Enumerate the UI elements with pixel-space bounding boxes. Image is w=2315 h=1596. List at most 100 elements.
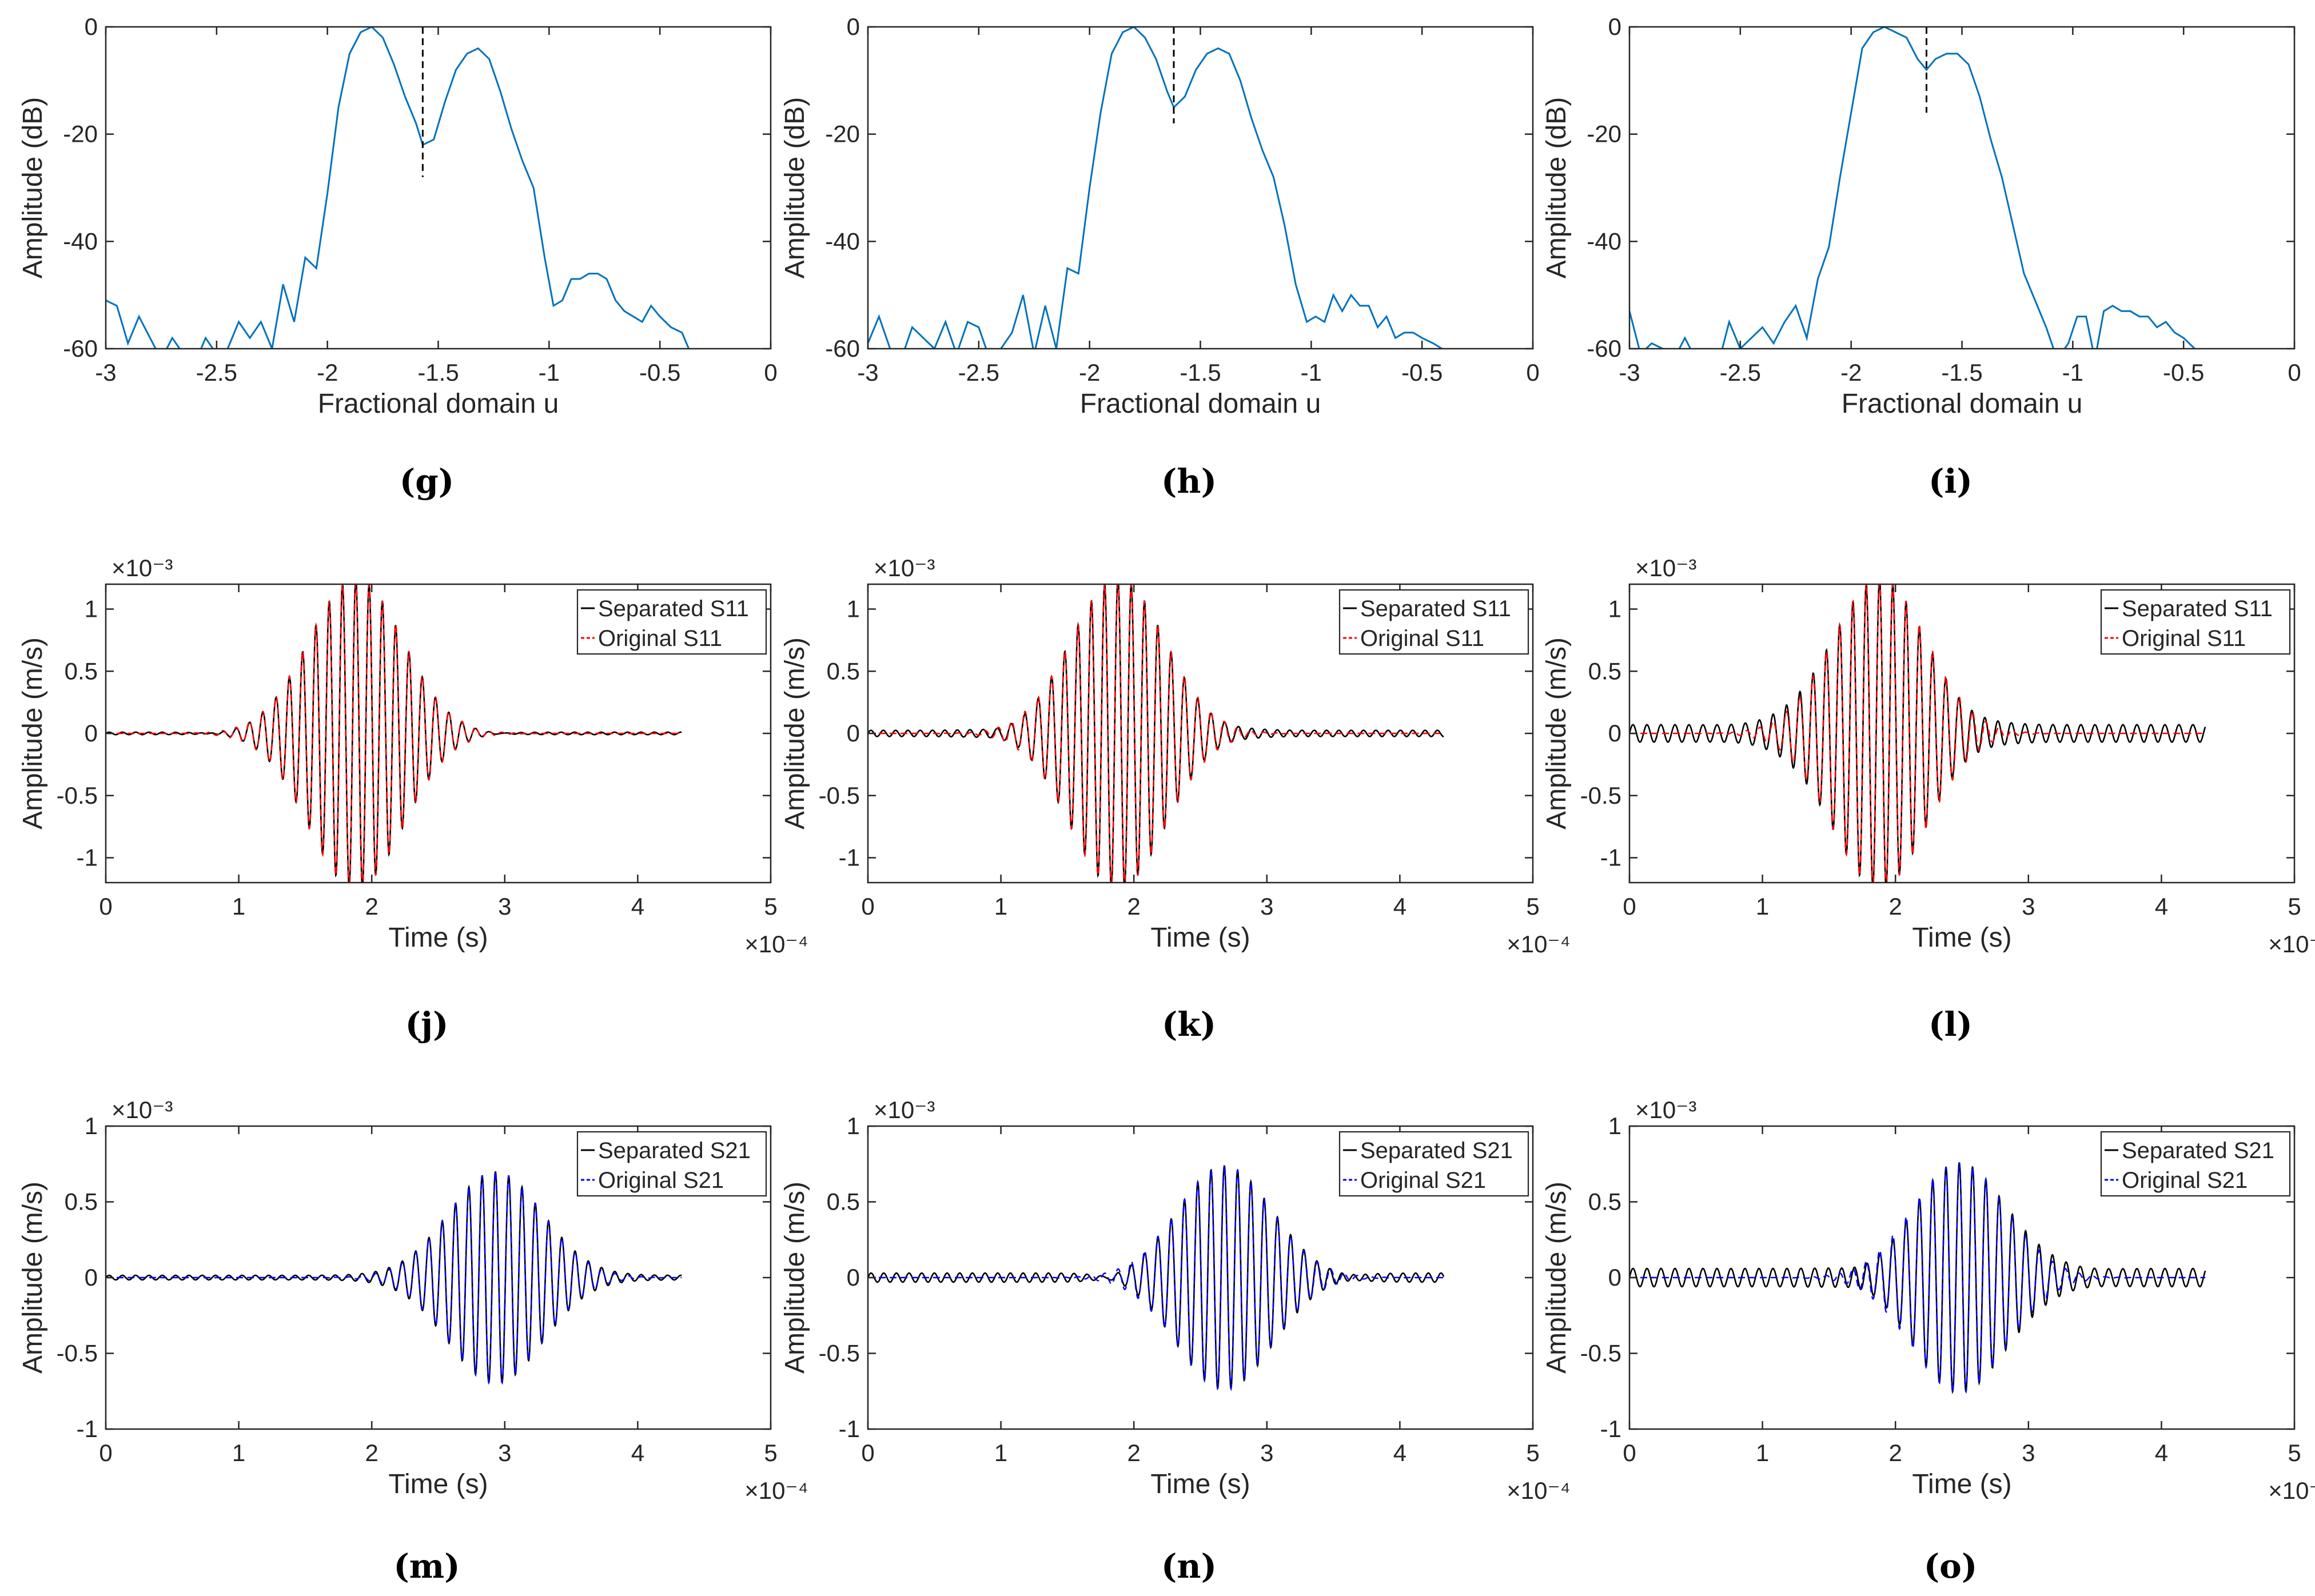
x-tick-label: 2 <box>1127 1439 1141 1466</box>
plot-area <box>1629 1162 2206 1394</box>
x-tick-label: -0.5 <box>639 359 680 386</box>
series-line-spectrum <box>1629 27 2213 349</box>
plot-area <box>106 27 690 349</box>
plot-area <box>1629 27 2213 349</box>
x-axis-label: Time (s) <box>1150 1469 1250 1499</box>
panel-caption: (o) <box>1924 1547 1978 1586</box>
legend-box <box>1338 589 1529 655</box>
y-exponent-label: ×10⁻³ <box>1635 554 1696 581</box>
x-tick-label: 5 <box>1526 893 1539 920</box>
y-axis-label: Amplitude (m/s) <box>1541 637 1572 829</box>
legend-box <box>2100 1131 2291 1197</box>
plot-area <box>106 1171 682 1385</box>
x-exponent-label: ×10⁻⁴ <box>1507 1477 1570 1504</box>
plot-area <box>106 584 682 883</box>
x-exponent-label: ×10⁻⁴ <box>744 931 808 957</box>
x-tick-label: 4 <box>1393 1439 1406 1466</box>
x-exponent-label: ×10⁻⁴ <box>744 1477 808 1504</box>
y-tick-label: -1 <box>839 844 860 871</box>
x-tick-label: -2.5 <box>958 359 999 386</box>
y-tick-label: 0 <box>1608 720 1621 747</box>
y-axis-label: Amplitude (m/s) <box>1541 1182 1572 1374</box>
x-axis-label: Fractional domain u <box>1080 389 1321 419</box>
x-tick-label: -1 <box>539 359 560 386</box>
chart-n: 0 1 2 3 4 5 -1 -0.5 0 0.5 1 Time (s) Amplitude (m/s)… <box>780 1096 1571 1586</box>
y-tick-label: 0 <box>85 1264 98 1291</box>
x-exponent-label: ×10⁻⁴ <box>2268 931 2315 957</box>
x-tick-label: 0 <box>861 1439 874 1466</box>
x-tick-label: 0 <box>764 359 777 386</box>
series-line-separated <box>868 1165 1445 1391</box>
y-exponent-label: ×10⁻³ <box>874 554 935 581</box>
legend-entry: Separated S11 <box>598 596 749 621</box>
x-exponent-label: ×10⁻⁴ <box>2268 1477 2315 1504</box>
panel-caption: (j) <box>405 1005 449 1044</box>
y-exponent-label: ×10⁻³ <box>1635 1096 1696 1123</box>
y-tick-label: 0 <box>847 720 860 747</box>
x-axis-label: Time (s) <box>1912 923 2011 953</box>
legend-entry: Original S21 <box>1360 1168 1486 1193</box>
y-exponent-label: ×10⁻³ <box>111 1096 173 1123</box>
x-tick-label: -3 <box>1619 359 1640 386</box>
legend-entry: Original S21 <box>2122 1168 2248 1193</box>
legend-entry: Separated S21 <box>598 1138 751 1163</box>
y-tick-label: -1 <box>839 1415 860 1442</box>
legend-box <box>576 589 767 655</box>
y-tick-label: 1 <box>1608 596 1621 623</box>
x-tick-label: 3 <box>1260 1439 1273 1466</box>
legend: Separated S11 Original S11 <box>2100 589 2291 655</box>
x-tick-label: 1 <box>994 1439 1007 1466</box>
panel-caption: (g) <box>400 462 454 501</box>
legend-entry: Separated S11 <box>1360 596 1511 621</box>
x-tick-label: 3 <box>2022 893 2035 920</box>
x-tick-label: 0 <box>99 1439 112 1466</box>
x-tick-label: 2 <box>1889 893 1902 920</box>
x-tick-label: -1.5 <box>1180 359 1221 386</box>
y-tick-label: -0.5 <box>1580 1340 1621 1367</box>
y-tick-label: -40 <box>1587 228 1621 254</box>
plot-area <box>868 27 1443 349</box>
x-tick-label: 0 <box>99 893 112 920</box>
panel-caption: (m) <box>393 1547 460 1586</box>
x-tick-label: 5 <box>1526 1439 1539 1466</box>
y-tick-label: 1 <box>85 1112 98 1139</box>
legend-entry: Separated S21 <box>1360 1138 1513 1163</box>
x-tick-label: 2 <box>1127 893 1141 920</box>
legend: Separated S11 Original S11 <box>1338 589 1529 655</box>
x-axis-label: Time (s) <box>388 923 488 953</box>
y-tick-label: -0.5 <box>57 1340 98 1367</box>
y-tick-label: -1 <box>77 1415 98 1442</box>
x-tick-label: -0.5 <box>2163 359 2204 386</box>
legend: Separated S21 Original S21 <box>2100 1131 2291 1197</box>
x-tick-label: 3 <box>1260 893 1273 920</box>
series-line-original <box>868 584 1444 883</box>
y-tick-label: -20 <box>63 121 98 147</box>
chart-g: -3 -2.5 -2 -1.5 -1 -0.5 0 -60 -40 -20 0 Fractional … <box>18 13 778 501</box>
y-tick-label: 0.5 <box>827 657 860 684</box>
chart-h: -3 -2.5 -2 -1.5 -1 -0.5 0 -60 -40 -20 0 Fractional … <box>780 13 1540 501</box>
y-tick-label: -40 <box>63 228 98 254</box>
y-tick-label: -60 <box>1587 335 1621 362</box>
y-tick-label: -1 <box>1600 844 1621 871</box>
panel-caption: (k) <box>1162 1005 1216 1044</box>
panel-caption: (i) <box>1928 462 1973 501</box>
y-axis-label: Amplitude (m/s) <box>780 637 810 829</box>
x-axis-label: Time (s) <box>1150 923 1250 953</box>
x-tick-label: 1 <box>232 893 245 920</box>
x-tick-label: 3 <box>498 893 511 920</box>
x-axis-label: Fractional domain u <box>1842 389 2083 419</box>
legend: Separated S21 Original S21 <box>576 1131 767 1197</box>
y-tick-label: 0.5 <box>1588 657 1621 684</box>
x-tick-label: 0 <box>1623 893 1636 920</box>
x-tick-label: -1.5 <box>417 359 459 386</box>
y-tick-label: 1 <box>1608 1112 1621 1139</box>
legend-entry: Separated S21 <box>2122 1138 2274 1163</box>
y-exponent-label: ×10⁻³ <box>874 1096 935 1123</box>
x-tick-label: 1 <box>1756 1439 1769 1466</box>
legend-box <box>576 1131 767 1197</box>
y-axis-label: Amplitude (m/s) <box>18 1182 48 1374</box>
x-tick-label: 0 <box>1526 359 1539 386</box>
y-tick-label: -20 <box>1587 121 1621 147</box>
y-tick-label: 0 <box>85 13 98 40</box>
